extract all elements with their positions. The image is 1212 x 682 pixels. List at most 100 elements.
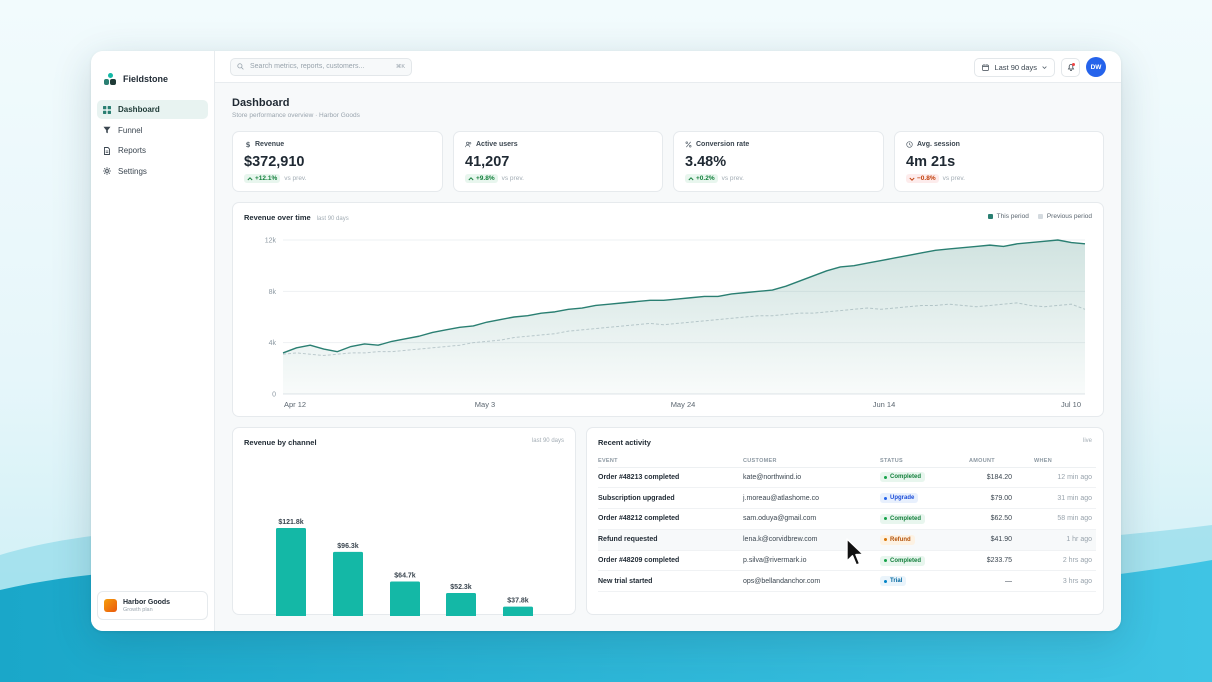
column-header-customer[interactable]: CUSTOMER	[743, 455, 880, 468]
table-row[interactable]: Subscription upgraded j.moreau@atlashome.…	[598, 487, 1096, 510]
bar[interactable]	[446, 593, 476, 616]
delta-value: +0.2%	[696, 175, 715, 182]
bar[interactable]	[390, 581, 420, 616]
y-tick-label: 0	[272, 392, 276, 399]
user-avatar[interactable]: DW	[1086, 57, 1106, 77]
kpi-card-conversion-rate[interactable]: Conversion rate 3.48% +0.2% vs prev.	[673, 131, 884, 192]
kpi-delta: +9.8% vs prev.	[465, 174, 524, 183]
sidebar-nav: Dashboard Funnel Reports Settings	[91, 100, 214, 181]
status-badge: Trial	[880, 576, 907, 587]
delta-badge: +12.1%	[244, 174, 281, 183]
status-text: Completed	[890, 515, 922, 522]
table-row[interactable]: Refund requested lena.k@corvidbrew.com Ref…	[598, 529, 1096, 551]
y-tick-label: 12k	[265, 238, 277, 245]
delta-comparison: vs prev.	[942, 175, 965, 182]
sidebar-item-label: Funnel	[118, 125, 143, 135]
workspace-plan: Growth plan	[123, 606, 153, 613]
brand[interactable]: Fieldstone	[91, 51, 214, 91]
customer-cell: j.moreau@atlashome.co	[743, 487, 880, 510]
status-cell: Trial	[880, 570, 960, 593]
card-subtitle: last 90 days	[316, 216, 349, 222]
when-cell: 31 min ago	[1022, 487, 1096, 510]
amount-cell: —	[960, 570, 1022, 593]
delta-badge: +9.8%	[465, 174, 498, 183]
delta-value: +9.8%	[476, 175, 495, 182]
workspace-avatar	[104, 599, 117, 612]
bar-value-label: $121.8k	[278, 519, 303, 526]
notifications-button[interactable]	[1061, 57, 1080, 77]
workspace-switcher[interactable]: Harbor Goods Growth plan	[97, 591, 208, 620]
status-dot	[884, 559, 887, 563]
channel-chart-subtitle: last 90 days	[531, 438, 564, 444]
table-row[interactable]: New trial started ops@bellandanchor.com Tr…	[598, 570, 1096, 593]
delta-comparison: vs prev.	[501, 175, 524, 182]
date-range-select[interactable]: Last 90 days	[974, 57, 1055, 77]
search-icon	[237, 63, 244, 70]
table-row[interactable]: Order #48213 completed kate@northwind.io C…	[598, 467, 1096, 489]
sidebar-item-reports[interactable]: Reports	[97, 141, 208, 160]
status-dot	[884, 475, 887, 479]
column-header-status[interactable]: STATUS	[880, 455, 960, 468]
live-indicator: live	[1082, 438, 1092, 444]
svg-text:$: $	[246, 141, 251, 148]
calendar-icon	[982, 63, 990, 71]
channel-chart-title: Revenue by channel	[244, 438, 317, 447]
sidebar-item-funnel[interactable]: Funnel	[97, 121, 208, 140]
workspace-name: Harbor Goods	[123, 598, 171, 606]
bar-value-label: $96.3k	[337, 543, 359, 550]
bar-value-label: $64.7k	[394, 572, 416, 579]
status-cell: Completed	[880, 550, 960, 572]
bar[interactable]	[503, 606, 533, 616]
when-cell: 1 hr ago	[1022, 529, 1096, 551]
column-header-event[interactable]: EVENT	[598, 455, 743, 468]
kpi-card-revenue[interactable]: $ Revenue $372,910 +12.1% vs prev.	[232, 131, 443, 192]
card-title-text: Revenue over time	[244, 213, 311, 222]
status-text: Trial	[890, 578, 903, 585]
sidebar-item-dashboard[interactable]: Dashboard	[97, 100, 208, 119]
bar[interactable]	[333, 551, 363, 616]
topbar: Search metrics, reports, customers... ⌘K…	[215, 51, 1121, 83]
revenue-chart-title: Revenue over time last 90 days	[244, 213, 349, 222]
kpi-label-text: Avg. session	[917, 141, 960, 148]
status-text: Completed	[890, 474, 922, 481]
status-badge: Refund	[880, 534, 915, 545]
bar-value-label: $37.8k	[507, 598, 529, 605]
legend-item-previous-period[interactable]: Previous period	[1037, 213, 1092, 220]
sidebar-item-settings[interactable]: Settings	[97, 162, 208, 181]
customer-cell: kate@northwind.io	[743, 467, 880, 489]
table-row[interactable]: Order #48209 completed p.silva@rivermark.…	[598, 550, 1096, 572]
kpi-label-text: Conversion rate	[696, 141, 750, 148]
kpi-label: Avg. session	[906, 141, 960, 148]
customer-cell: lena.k@corvidbrew.com	[743, 529, 880, 551]
amount-cell: $184.20	[960, 467, 1022, 489]
legend-swatch	[1037, 214, 1043, 219]
revenue-chart-card: Revenue over time last 90 days This peri…	[232, 202, 1104, 417]
kpi-label: Conversion rate	[685, 141, 749, 148]
legend-item-this-period[interactable]: This period	[987, 213, 1029, 220]
users-icon	[465, 141, 472, 148]
activity-title: Recent activity	[598, 438, 651, 447]
when-cell: 58 min ago	[1022, 508, 1096, 530]
bar[interactable]	[276, 528, 306, 616]
status-badge: Completed	[880, 555, 926, 566]
column-header-when[interactable]: WHEN	[1022, 455, 1096, 468]
kpi-card-active-users[interactable]: Active users 41,207 +9.8% vs prev.	[453, 131, 663, 192]
percent-icon	[685, 141, 692, 148]
y-tick-label: 8k	[269, 289, 277, 296]
search-shortcut: ⌘K	[395, 63, 405, 70]
legend-label: Previous period	[1046, 213, 1092, 220]
amount-cell: $62.50	[960, 508, 1022, 530]
x-tick-label: May 24	[671, 400, 696, 409]
kpi-card-avg-session[interactable]: Avg. session 4m 21s −0.8% vs prev.	[894, 131, 1104, 192]
search-input[interactable]: Search metrics, reports, customers... ⌘K	[230, 57, 412, 76]
event-cell: Order #48212 completed	[598, 508, 743, 530]
table-row[interactable]: Order #48212 completed sam.oduya@gmail.co…	[598, 508, 1096, 530]
column-header-amount[interactable]: AMOUNT	[960, 455, 1022, 468]
status-cell: Completed	[880, 467, 960, 489]
search-placeholder: Search metrics, reports, customers...	[250, 63, 365, 70]
status-badge: Upgrade	[880, 493, 919, 504]
notification-dot	[1072, 62, 1075, 66]
event-cell: Order #48213 completed	[598, 467, 743, 489]
delta-badge: +0.2%	[685, 174, 718, 183]
kpi-label-text: Revenue	[255, 141, 285, 148]
